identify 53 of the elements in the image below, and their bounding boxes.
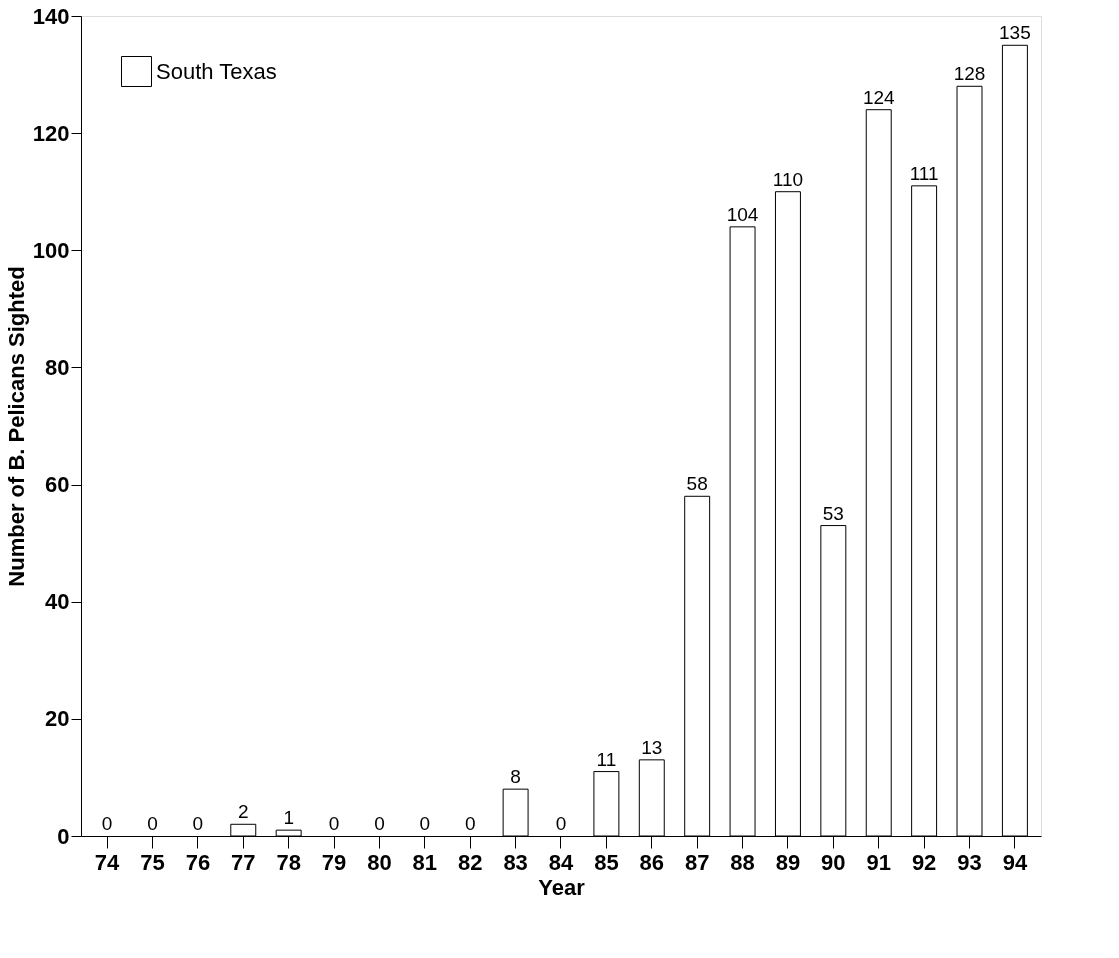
y-tick-label: 100 <box>32 237 70 263</box>
y-tick-label: 0 <box>57 823 70 849</box>
y-tick-label: 60 <box>45 472 70 498</box>
x-tick-label: 92 <box>911 849 937 875</box>
x-tick-label: 94 <box>1002 849 1028 875</box>
y-tick-label: 40 <box>45 589 70 615</box>
x-tick-label: 78 <box>276 849 301 875</box>
data-label: 0 <box>555 813 567 834</box>
x-tick-label: 75 <box>140 849 165 875</box>
data-label: 53 <box>822 502 844 524</box>
x-tick-label: 85 <box>594 849 619 875</box>
data-label: 124 <box>862 86 896 108</box>
data-label: 0 <box>101 813 113 834</box>
x-tick-label: 79 <box>321 849 347 875</box>
data-label: 0 <box>147 813 158 834</box>
x-tick-label: 82 <box>457 849 483 875</box>
x-tick-label: 90 <box>821 849 846 875</box>
data-label: 58 <box>686 473 708 495</box>
legend-label: South Texas <box>156 58 277 84</box>
x-tick-label: 80 <box>367 849 392 875</box>
x-tick-label: 77 <box>231 849 256 875</box>
y-tick-label: 140 <box>32 3 70 29</box>
y-axis-title: Number of B. Pelicans Sighted <box>3 266 29 587</box>
x-tick-label: 74 <box>94 849 121 875</box>
data-label: 2 <box>237 801 249 823</box>
x-tick-label: 88 <box>730 849 755 875</box>
data-label: 0 <box>374 813 385 834</box>
data-label: 13 <box>641 736 663 758</box>
y-tick-label: 120 <box>32 120 70 146</box>
data-label: 128 <box>953 63 986 85</box>
x-tick-label: 76 <box>185 849 211 875</box>
x-tick-label: 86 <box>639 849 665 875</box>
data-label: 111 <box>909 162 939 184</box>
data-label: 135 <box>999 22 1031 44</box>
x-tick-label: 81 <box>412 849 438 875</box>
data-label: 0 <box>419 813 431 834</box>
data-label: 0 <box>192 813 204 834</box>
data-label: 0 <box>464 813 476 834</box>
data-label: 110 <box>772 168 804 190</box>
x-axis-title: Year <box>538 874 586 900</box>
x-tick-label: 93 <box>957 849 982 875</box>
x-tick-label: 83 <box>503 849 528 875</box>
x-tick-label: 84 <box>548 849 574 875</box>
x-tick-label: 91 <box>866 849 891 875</box>
x-tick-label: 89 <box>775 849 801 875</box>
y-tick-label: 20 <box>45 706 70 732</box>
data-label: 0 <box>328 813 340 834</box>
y-tick-label: 80 <box>45 354 70 380</box>
data-label: 104 <box>726 203 759 225</box>
data-label: 11 <box>596 748 617 770</box>
x-tick-label: 87 <box>684 849 710 875</box>
data-label: 1 <box>283 807 294 829</box>
data-label: 8 <box>510 766 521 788</box>
